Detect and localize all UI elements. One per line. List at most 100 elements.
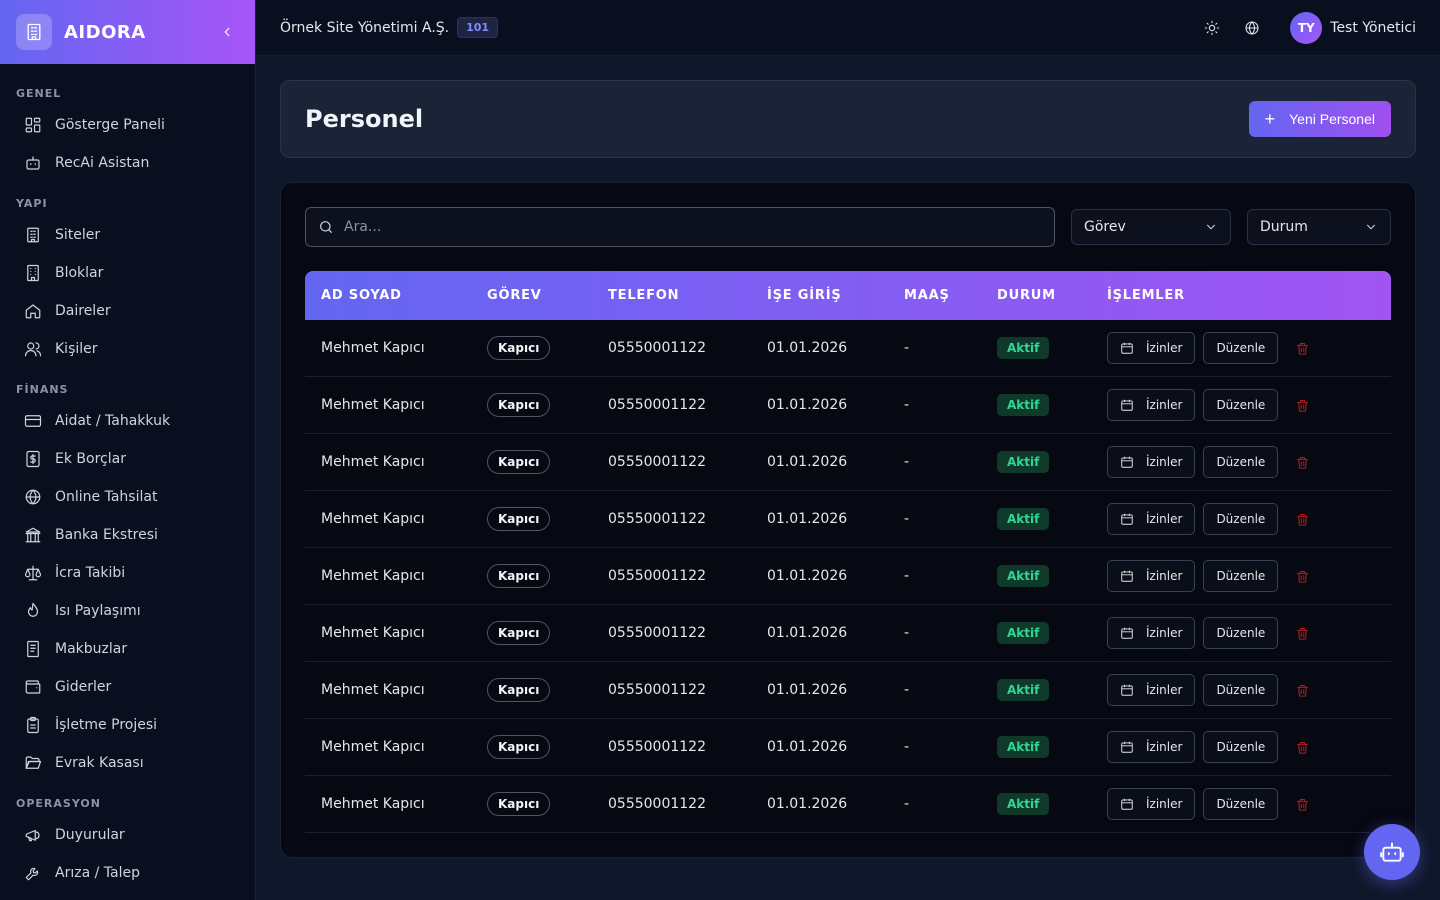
leave-button[interactable]: İzinler <box>1107 503 1196 535</box>
calendar-icon <box>1121 570 1133 582</box>
sidebar-item-online-tahsilat[interactable]: Online Tahsilat <box>0 478 255 516</box>
chevron-down-icon <box>1206 224 1216 230</box>
delete-button[interactable] <box>1294 625 1310 641</box>
edit-button[interactable]: Düzenle <box>1203 788 1279 820</box>
delete-button[interactable] <box>1294 340 1310 356</box>
delete-button[interactable] <box>1294 739 1310 755</box>
sidebar-item-aidat-tahakkuk[interactable]: Aidat / Tahakkuk <box>0 402 255 440</box>
leave-button[interactable]: İzinler <box>1107 788 1196 820</box>
sidebar-item-label: Arıza / Talep <box>55 865 140 881</box>
sidebar-item-arıza-talep[interactable]: Arıza / Talep <box>0 854 255 892</box>
leave-button-label: İzinler <box>1146 683 1183 697</box>
sidebar-item-gösterge-paneli[interactable]: Gösterge Paneli <box>0 106 255 144</box>
cell-salary: - <box>904 340 910 356</box>
leave-button[interactable]: İzinler <box>1107 731 1196 763</box>
building-icon <box>24 226 42 244</box>
edit-button[interactable]: Düzenle <box>1203 560 1279 592</box>
edit-button-label: Düzenle <box>1216 569 1266 583</box>
delete-button[interactable] <box>1294 454 1310 470</box>
sidebar-item-giderler[interactable]: Giderler <box>0 668 255 706</box>
edit-button[interactable]: Düzenle <box>1203 731 1279 763</box>
cell-phone: 05550001122 <box>608 625 706 641</box>
cell-status: Aktif <box>997 394 1107 416</box>
sidebar-section-title: GENEL <box>16 87 62 100</box>
role-badge: Kapıcı <box>487 336 551 360</box>
column-header-status[interactable]: DURUM <box>997 288 1056 303</box>
sidebar-item-banka-ekstresi[interactable]: Banka Ekstresi <box>0 516 255 554</box>
wallet-icon <box>24 678 42 696</box>
theme-toggle-button[interactable] <box>1196 12 1228 44</box>
delete-button[interactable] <box>1294 568 1310 584</box>
status-badge: Aktif <box>997 565 1050 587</box>
column-header-salary[interactable]: MAAŞ <box>904 288 950 303</box>
edit-button[interactable]: Düzenle <box>1203 389 1279 421</box>
status-filter-select[interactable]: Durum <box>1247 209 1391 245</box>
organization-name[interactable]: Örnek Site Yönetimi A.Ş. <box>280 19 450 36</box>
leave-button[interactable]: İzinler <box>1107 446 1196 478</box>
cell-salary: - <box>904 625 910 641</box>
column-header-name[interactable]: AD SOYAD <box>321 288 402 303</box>
edit-button[interactable]: Düzenle <box>1203 503 1279 535</box>
sidebar-item-label: Ek Borçlar <box>55 451 126 467</box>
edit-button[interactable]: Düzenle <box>1203 617 1279 649</box>
leave-button-label: İzinler <box>1146 626 1183 640</box>
cell-name: Mehmet Kapıcı <box>321 625 425 641</box>
calendar-icon <box>1121 741 1133 753</box>
table-row: Mehmet Kapıcı Kapıcı 05550001122 01.01.2… <box>305 320 1391 377</box>
page-title: Personel <box>305 105 424 133</box>
leave-button[interactable]: İzinler <box>1107 617 1196 649</box>
column-header-role[interactable]: GÖREV <box>487 288 542 303</box>
cell-status: Aktif <box>997 679 1107 701</box>
delete-button[interactable] <box>1294 796 1310 812</box>
leave-button[interactable]: İzinler <box>1107 389 1196 421</box>
leave-button[interactable]: İzinler <box>1107 332 1196 364</box>
leave-button-label: İzinler <box>1146 569 1183 583</box>
language-button[interactable] <box>1236 12 1268 44</box>
sidebar-item-daireler[interactable]: Daireler <box>0 292 255 330</box>
sidebar-item-label: Siteler <box>55 227 101 243</box>
sidebar-item-i-cra-takibi[interactable]: İcra Takibi <box>0 554 255 592</box>
sidebar-item-label: Isı Paylaşımı <box>55 603 141 619</box>
leave-button[interactable]: İzinler <box>1107 560 1196 592</box>
sidebar-item-ek-borçlar[interactable]: Ek Borçlar <box>0 440 255 478</box>
column-header-actions: İŞLEMLER <box>1107 288 1185 303</box>
sidebar-item-label: İcra Takibi <box>55 565 126 581</box>
delete-button[interactable] <box>1294 682 1310 698</box>
sidebar-item-bloklar[interactable]: Bloklar <box>0 254 255 292</box>
sidebar-item-duyurular[interactable]: Duyurular <box>0 816 255 854</box>
sidebar-item-makbuzlar[interactable]: Makbuzlar <box>0 630 255 668</box>
search-input[interactable] <box>344 219 1042 235</box>
user-menu[interactable]: TY Test Yönetici <box>1290 11 1416 44</box>
sidebar-item-label: Online Tahsilat <box>55 489 158 505</box>
edit-button[interactable]: Düzenle <box>1203 332 1279 364</box>
cell-status: Aktif <box>997 622 1107 644</box>
column-header-phone[interactable]: TELEFON <box>608 288 680 303</box>
edit-button[interactable]: Düzenle <box>1203 446 1279 478</box>
cell-name: Mehmet Kapıcı <box>321 682 425 698</box>
sidebar-item-isı-paylaşımı[interactable]: Isı Paylaşımı <box>0 592 255 630</box>
new-personnel-button[interactable]: + Yeni Personel <box>1248 101 1391 137</box>
new-personnel-label: Yeni Personel <box>1289 111 1375 127</box>
status-badge: Aktif <box>997 451 1050 473</box>
leave-button[interactable]: İzinler <box>1107 674 1196 706</box>
delete-button[interactable] <box>1294 511 1310 527</box>
sidebar-item-label: Bloklar <box>55 265 104 281</box>
assistant-fab-button[interactable] <box>1364 824 1420 880</box>
column-header-start-date[interactable]: İŞE GİRİŞ <box>767 288 842 303</box>
role-filter-select[interactable]: Görev <box>1071 209 1231 245</box>
sidebar-item-recai-asistan[interactable]: RecAi Asistan <box>0 144 255 182</box>
status-filter-value: Durum <box>1260 219 1308 235</box>
cell-role: Kapıcı <box>487 621 608 645</box>
top-bar: Örnek Site Yönetimi A.Ş. 101 TY Test Yön… <box>256 0 1440 56</box>
edit-button[interactable]: Düzenle <box>1203 674 1279 706</box>
cell-actions: İzinler Düzenle <box>1107 332 1391 364</box>
sidebar-item-i-şletme-projesi[interactable]: İşletme Projesi <box>0 706 255 744</box>
sidebar-item-siteler[interactable]: Siteler <box>0 216 255 254</box>
collapse-sidebar-button[interactable] <box>215 20 239 44</box>
sidebar-item-kişiler[interactable]: Kişiler <box>0 330 255 368</box>
flame-icon <box>24 602 42 620</box>
folder-icon <box>24 754 42 772</box>
trash-icon <box>1296 456 1308 469</box>
sidebar-item-evrak-kasası[interactable]: Evrak Kasası <box>0 744 255 782</box>
delete-button[interactable] <box>1294 397 1310 413</box>
